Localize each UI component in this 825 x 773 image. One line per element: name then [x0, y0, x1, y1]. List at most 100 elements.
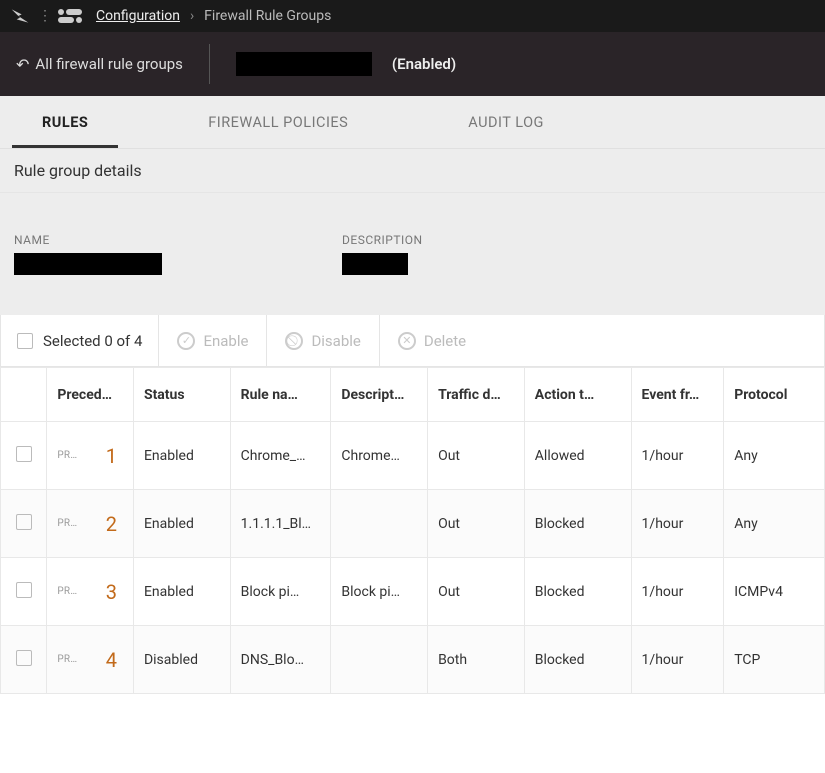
cell-status: Enabled [133, 490, 230, 558]
table-row[interactable]: PR… 4 DisabledDNS_Blo… BothBlocked1/hourTCP [1, 626, 825, 694]
cell-precedence: PR… 3 [47, 558, 134, 626]
app-switcher-icon[interactable] [58, 6, 86, 26]
breadcrumb-current: Firewall Rule Groups [204, 8, 331, 24]
row-checkbox-cell [1, 422, 47, 490]
precedence-badge: PR… [57, 654, 77, 665]
name-label: NAME [14, 233, 162, 247]
cell-description: Block pi… [331, 558, 428, 626]
delete-button[interactable]: ✕ Delete [380, 315, 484, 366]
cell-description [331, 626, 428, 694]
cell-action: Blocked [524, 558, 631, 626]
cell-precedence: PR… 1 [47, 422, 134, 490]
group-name-redacted [236, 52, 372, 76]
precedence-number: 3 [106, 580, 117, 604]
enable-button[interactable]: ✓ Enable [159, 315, 267, 366]
row-checkbox-cell [1, 626, 47, 694]
selection-summary: Selected 0 of 4 [1, 315, 159, 366]
selected-count: Selected 0 of 4 [43, 332, 142, 350]
chevron-right-icon: › [190, 8, 194, 24]
undo-icon: ↶ [16, 55, 29, 74]
bulk-toolbar: Selected 0 of 4 ✓ Enable ⃠ Disable ✕ Del… [0, 315, 825, 367]
precedence-number: 1 [106, 444, 117, 468]
cell-rule-name: Chrome_… [230, 422, 331, 490]
enable-label: Enable [203, 332, 248, 350]
cell-protocol: Any [724, 490, 825, 558]
disable-button[interactable]: ⃠ Disable [267, 315, 379, 366]
col-action[interactable]: Action t… [524, 368, 631, 422]
cell-action: Blocked [524, 490, 631, 558]
tab-firewall-policies[interactable]: FIREWALL POLICIES [178, 96, 378, 148]
cell-protocol: Any [724, 422, 825, 490]
row-checkbox[interactable] [16, 650, 32, 666]
cell-event: 1/hour [631, 558, 724, 626]
rules-table: Preced… Status Rule na… Descript… Traffi… [0, 367, 825, 694]
precedence-badge: PR… [57, 518, 77, 529]
cell-status: Enabled [133, 558, 230, 626]
description-value-redacted [342, 253, 408, 275]
precedence-badge: PR… [57, 586, 77, 597]
cell-event: 1/hour [631, 422, 724, 490]
delete-label: Delete [424, 332, 466, 350]
cell-description: Chrome… [331, 422, 428, 490]
back-link[interactable]: ↶ All firewall rule groups [16, 55, 183, 74]
col-checkbox [1, 368, 47, 422]
cell-traffic: Both [428, 626, 525, 694]
col-protocol[interactable]: Protocol [724, 368, 825, 422]
table-row[interactable]: PR…3EnabledBlock pi…Block pi…OutBlocked1… [1, 558, 825, 626]
name-value-redacted [14, 253, 162, 275]
precedence-number: 4 [106, 648, 117, 672]
cell-traffic: Out [428, 422, 525, 490]
cell-event: 1/hour [631, 626, 724, 694]
breadcrumb-configuration[interactable]: Configuration [96, 8, 180, 24]
col-rule-name[interactable]: Rule na… [230, 368, 331, 422]
col-event[interactable]: Event fr… [631, 368, 724, 422]
col-status[interactable]: Status [133, 368, 230, 422]
check-circle-icon: ✓ [177, 332, 195, 350]
table-header-row: Preced… Status Rule na… Descript… Traffi… [1, 368, 825, 422]
precedence-badge: PR… [57, 450, 77, 461]
cell-action: Blocked [524, 626, 631, 694]
row-checkbox-cell [1, 490, 47, 558]
section-title: Rule group details [0, 149, 825, 193]
cell-status: Disabled [133, 626, 230, 694]
table-row[interactable]: PR… 1 EnabledChrome_…Chrome…OutAllowed1/ho… [1, 422, 825, 490]
falcon-logo-icon [8, 4, 32, 28]
group-status: (Enabled) [392, 55, 456, 73]
description-label: DESCRIPTION [342, 233, 423, 247]
tabs: RULES FIREWALL POLICIES AUDIT LOG [0, 96, 825, 149]
cell-traffic: Out [428, 558, 525, 626]
cell-rule-name: DNS_Blo… [230, 626, 331, 694]
cell-status: Enabled [133, 422, 230, 490]
cell-protocol: ICMPv4 [724, 558, 825, 626]
precedence-number: 2 [106, 512, 117, 536]
tab-rules[interactable]: RULES [12, 96, 118, 148]
cell-event: 1/hour [631, 490, 724, 558]
row-checkbox[interactable] [16, 514, 32, 530]
divider [209, 44, 210, 84]
col-description[interactable]: Descript… [331, 368, 428, 422]
back-label: All firewall rule groups [35, 55, 182, 73]
vertical-dots-icon[interactable]: ⋮ [38, 9, 52, 23]
table-row[interactable]: PR…2Enabled1.1.1.1_Bl…OutBlocked1/hourAn… [1, 490, 825, 558]
disable-label: Disable [311, 332, 360, 350]
field-description: DESCRIPTION [342, 233, 423, 275]
cell-rule-name: 1.1.1.1_Bl… [230, 490, 331, 558]
col-traffic[interactable]: Traffic d… [428, 368, 525, 422]
row-checkbox[interactable] [16, 446, 32, 462]
topbar: ⋮ Configuration › Firewall Rule Groups [0, 0, 825, 32]
col-precedence[interactable]: Preced… [47, 368, 134, 422]
x-circle-icon: ✕ [398, 332, 416, 350]
cell-action: Allowed [524, 422, 631, 490]
cell-rule-name: Block pi… [230, 558, 331, 626]
rule-group-details: NAME DESCRIPTION [0, 193, 825, 315]
cell-description [331, 490, 428, 558]
field-name: NAME [14, 233, 162, 275]
tab-audit-log[interactable]: AUDIT LOG [438, 96, 574, 148]
row-checkbox[interactable] [16, 582, 32, 598]
slash-circle-icon: ⃠ [285, 332, 303, 350]
cell-protocol: TCP [724, 626, 825, 694]
subheader: ↶ All firewall rule groups (Enabled) [0, 32, 825, 96]
cell-precedence: PR… 4 [47, 626, 134, 694]
select-all-checkbox[interactable] [17, 333, 33, 349]
breadcrumb: Configuration › Firewall Rule Groups [96, 8, 331, 24]
